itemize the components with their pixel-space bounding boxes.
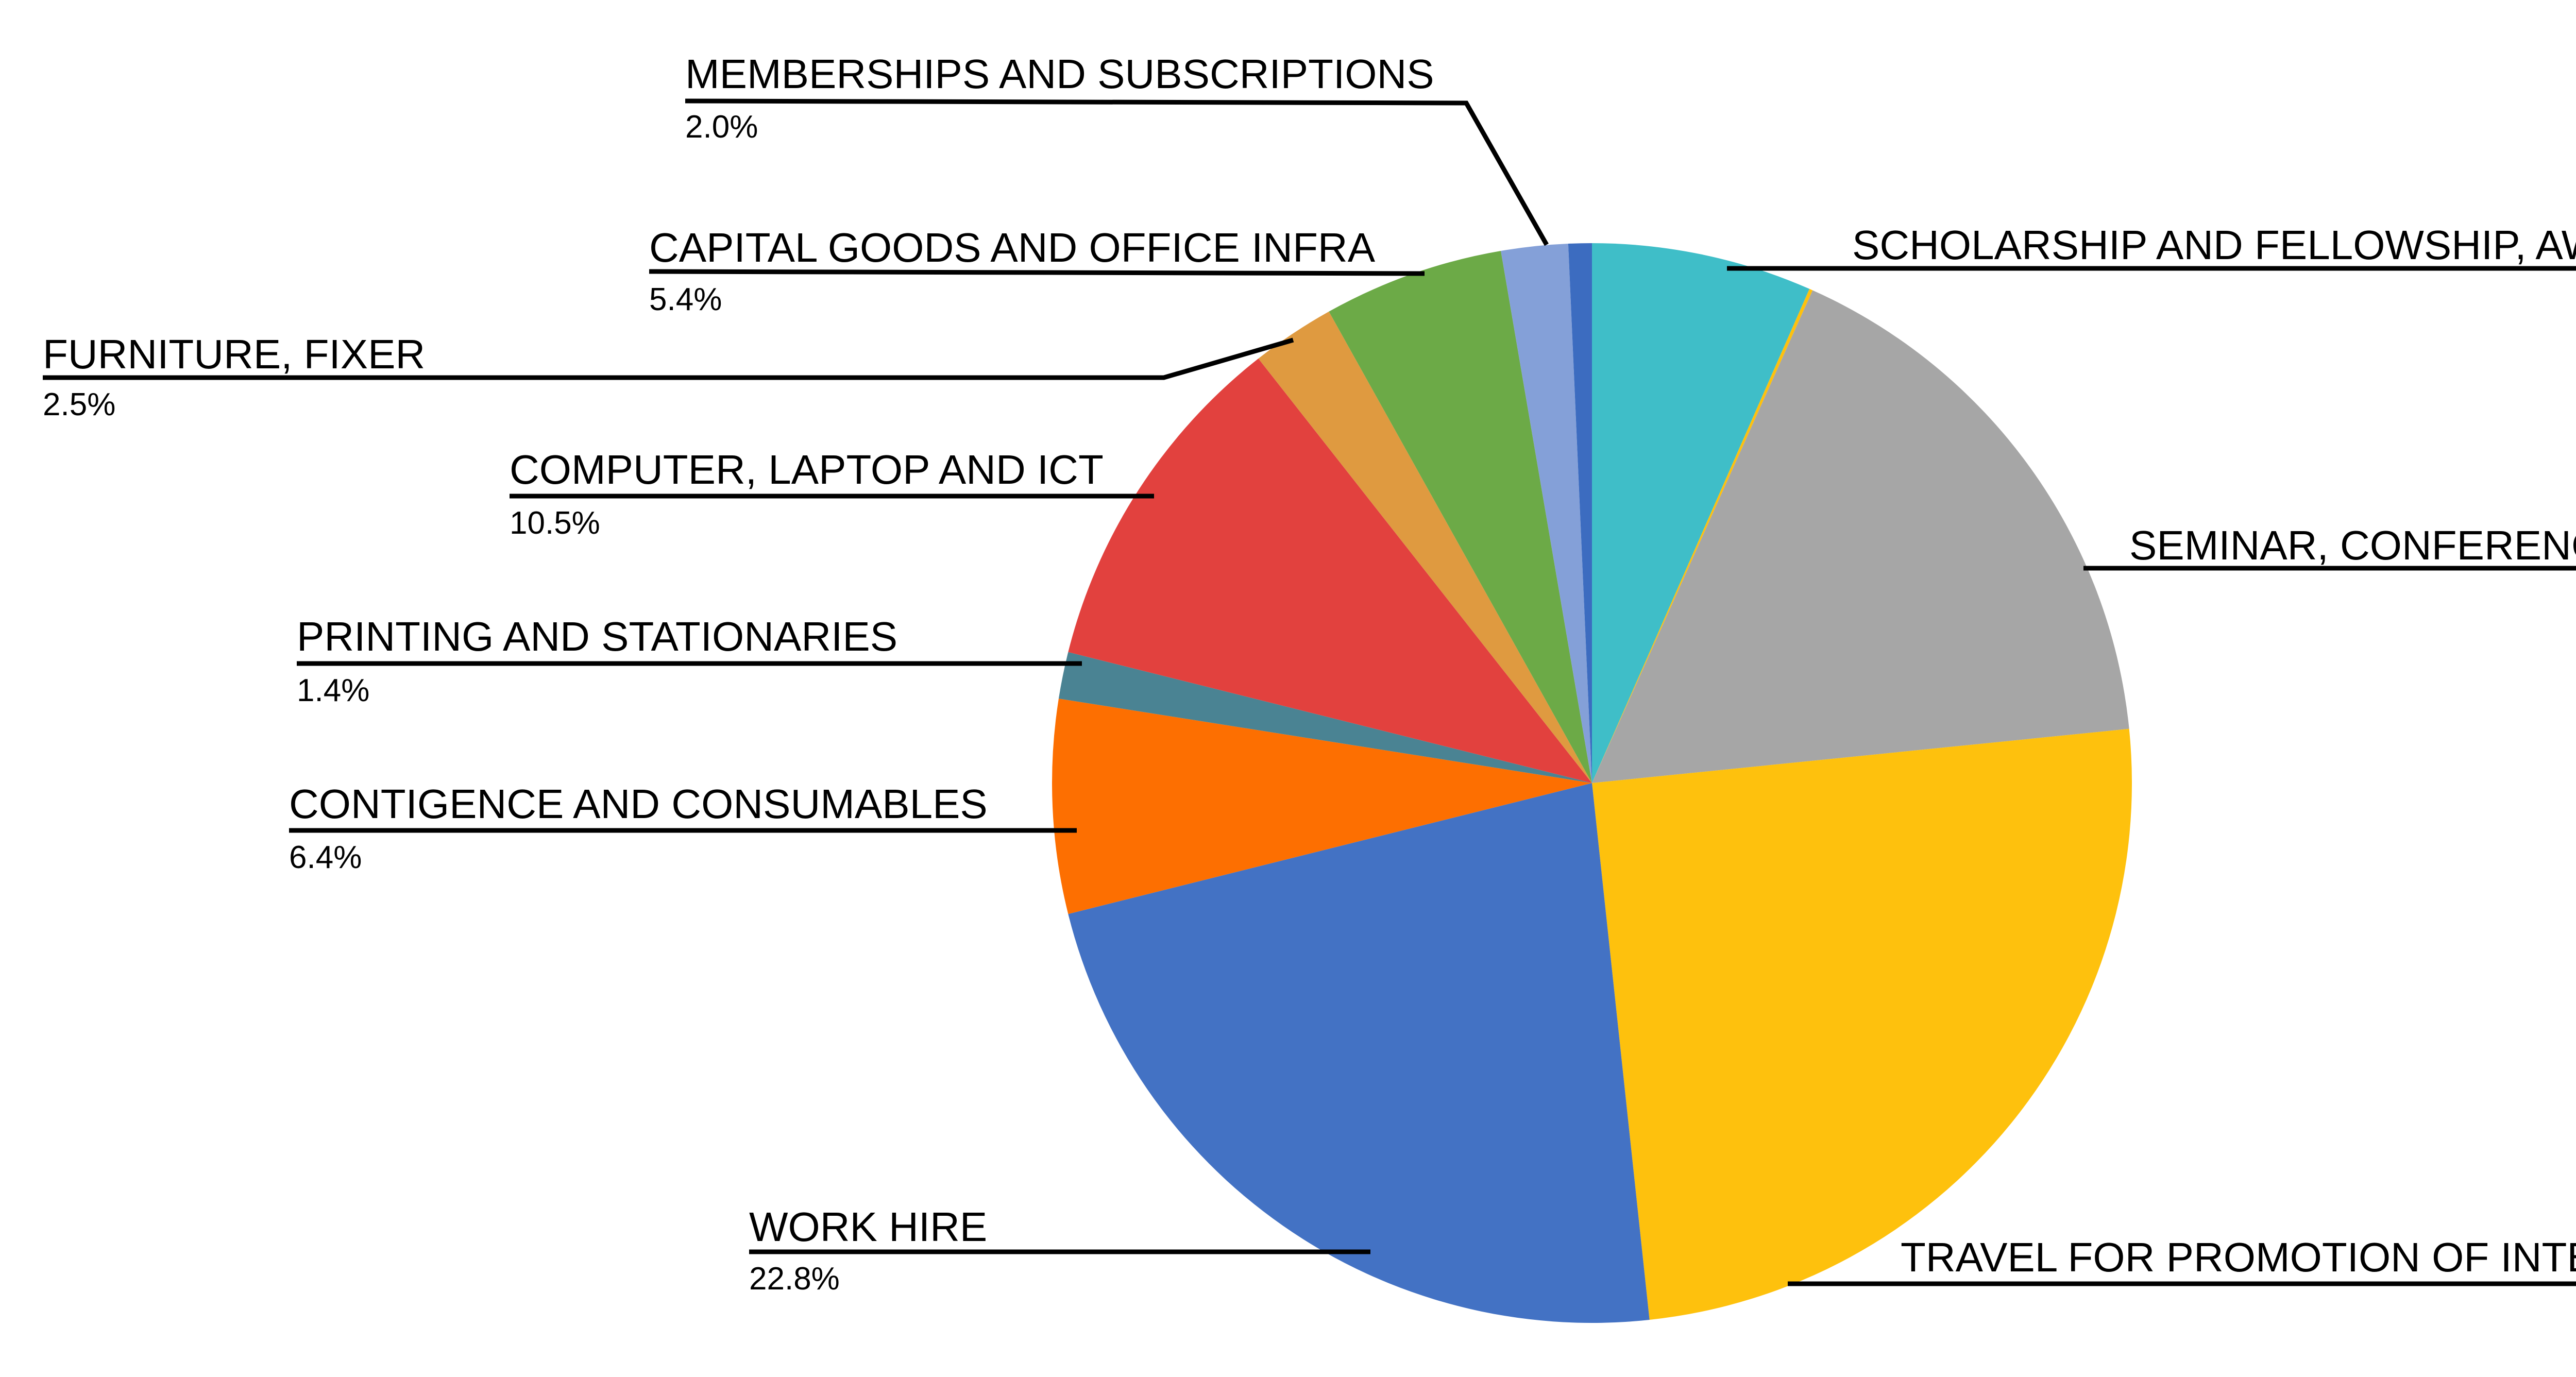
- slice-label-furniture: FURNITURE, FIXER: [43, 331, 426, 377]
- slice-pct-capital-goods: 5.4%: [649, 282, 722, 317]
- slice-label-computer: COMPUTER, LAPTOP AND ICT: [510, 447, 1104, 492]
- pie-slice-capital-goods: [1329, 251, 1592, 783]
- slice-pct-contigence: 6.4%: [289, 840, 362, 875]
- pie-slice-contigence: [1052, 699, 1592, 914]
- pie-slice-printing: [1058, 652, 1592, 783]
- pie-slice-scholarship: [1592, 243, 1810, 783]
- leader-line-furniture: [43, 337, 1294, 380]
- slice-label-contigence: CONTIGENCE AND CONSUMABLES: [289, 781, 988, 827]
- slice-label-scholarship: SCHOLARSHIP AND FELLOWSHIP, AWARDS, REWA…: [1852, 222, 2576, 268]
- pie-slice-work-hire: [1068, 783, 1650, 1323]
- pie-slice-furniture: [1258, 311, 1592, 783]
- pie-slice-tiny-sliver: [1592, 288, 1813, 783]
- slice-pct-work-hire: 22.8%: [749, 1261, 840, 1297]
- pie-slice-small-sliver: [1568, 243, 1592, 783]
- pie-slice-seminar: [1592, 290, 2129, 783]
- slice-pct-computer: 10.5%: [510, 505, 600, 541]
- pie-slice-travel: [1592, 728, 2132, 1320]
- leader-line-memberships: [685, 98, 1549, 246]
- slice-pct-furniture: 2.5%: [43, 387, 116, 422]
- slice-label-printing: PRINTING AND STATIONARIES: [297, 614, 898, 659]
- slice-label-capital-goods: CAPITAL GOODS AND OFFICE INFRA: [649, 225, 1376, 270]
- slice-label-work-hire: WORK HIRE: [749, 1204, 988, 1250]
- pie-slice-computer: [1068, 359, 1592, 783]
- leader-line-capital-goods: [649, 269, 1425, 276]
- slice-label-memberships: MEMBERSHIPS AND SUBSCRIPTIONS: [685, 51, 1434, 97]
- pie-slice-memberships: [1501, 244, 1592, 783]
- slice-label-seminar: SEMINAR, CONFERENCE, EVENTS AND DELE...: [2129, 522, 2576, 568]
- slice-label-travel: TRAVEL FOR PROMOTION OF INTERNATIONAL RE…: [1901, 1234, 2576, 1280]
- slice-pct-printing: 1.4%: [297, 673, 370, 708]
- slice-pct-memberships: 2.0%: [685, 109, 758, 145]
